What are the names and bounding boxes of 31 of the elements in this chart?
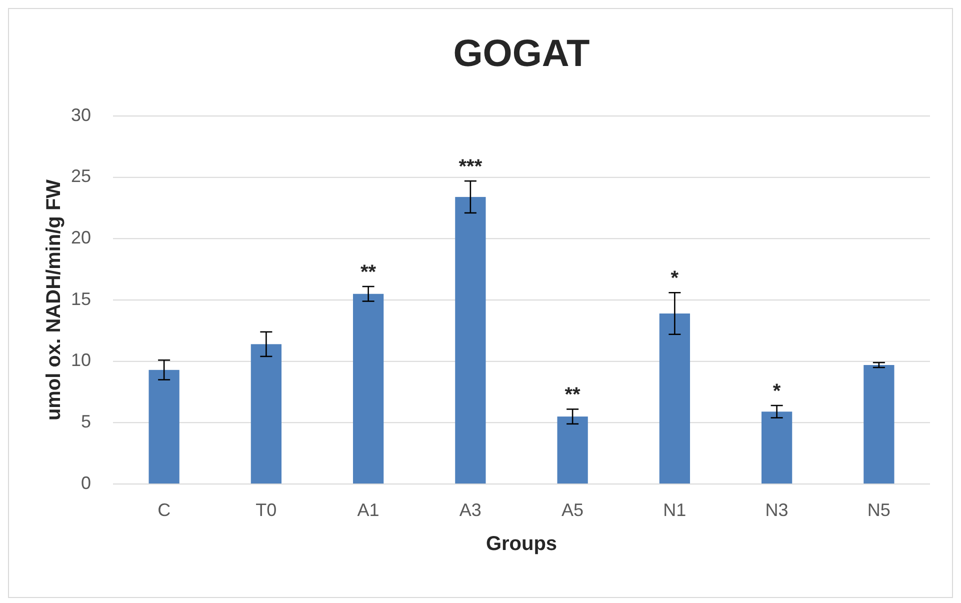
bar	[455, 196, 486, 484]
x-tick-label: C	[158, 500, 171, 520]
x-tick-label: A3	[459, 500, 482, 520]
annotation: *	[772, 380, 781, 402]
y-tick-label: 0	[80, 472, 91, 493]
x-tick-label: T0	[256, 500, 277, 520]
annotation: **	[564, 384, 581, 406]
annotation: **	[360, 262, 376, 284]
x-axis-title: Groups	[486, 533, 558, 555]
y-tick-label: 15	[70, 288, 91, 309]
annotation: ***	[458, 156, 482, 178]
chart-title: GOGAT	[453, 33, 590, 75]
y-tick-label: 5	[80, 411, 91, 432]
bar	[761, 412, 792, 484]
bar	[352, 294, 384, 484]
y-tick-label: 20	[70, 227, 91, 248]
bar	[659, 313, 690, 484]
y-tick-label: 30	[70, 104, 91, 125]
bar	[557, 416, 588, 484]
annotation: *	[670, 268, 679, 290]
y-axis-title: umol ox. NADH/min/g FW	[43, 179, 65, 421]
bar	[864, 365, 894, 484]
x-tick-label: N5	[867, 500, 890, 520]
x-tick-label: N1	[663, 500, 686, 520]
bar	[148, 370, 180, 484]
y-tick-label: 25	[70, 166, 91, 186]
x-tick-label: A5	[562, 500, 584, 520]
x-tick-label: A1	[357, 500, 380, 520]
y-tick-label: 10	[70, 350, 91, 370]
x-tick-label: N3	[765, 500, 788, 520]
bar	[250, 344, 282, 484]
